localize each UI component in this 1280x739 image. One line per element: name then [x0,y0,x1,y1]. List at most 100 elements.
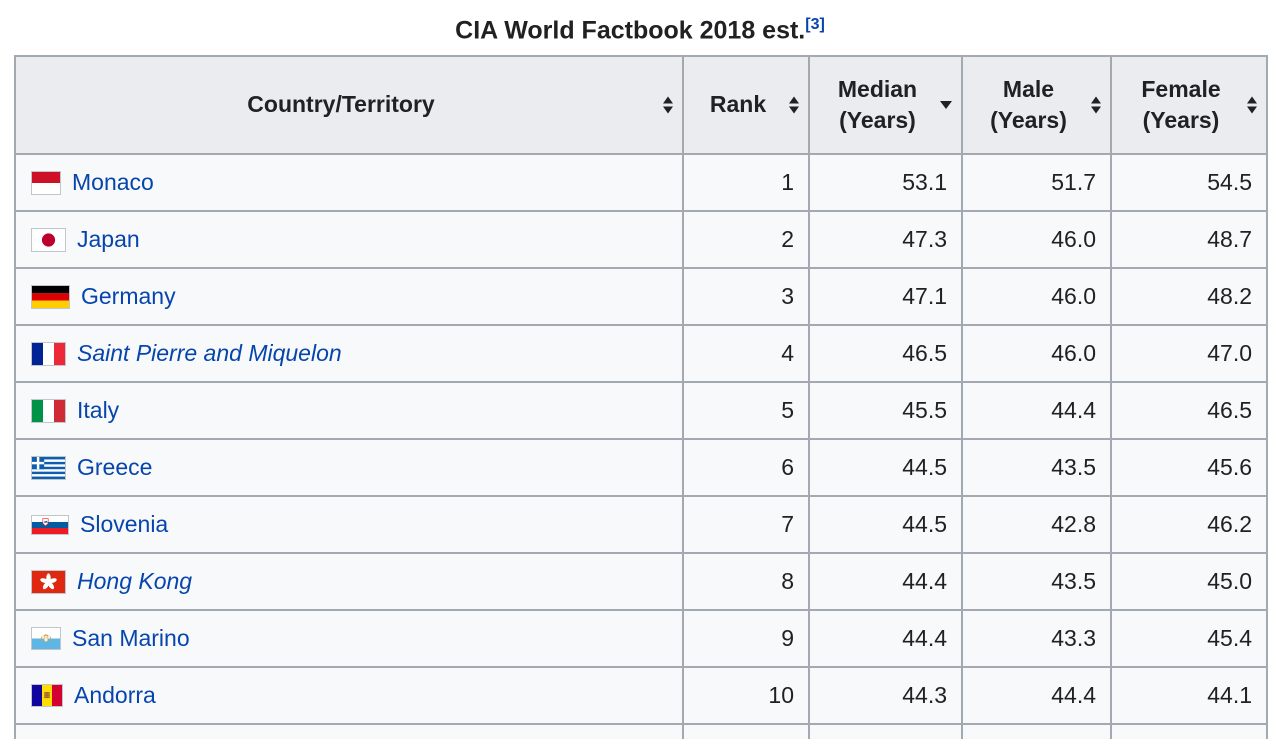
female-age-cell: 54.5 [1110,153,1268,212]
flag-greece-icon [31,455,66,480]
country-cell: San Marino [14,609,684,668]
table-row: Monaco 1 53.1 51.7 54.5 [14,153,1268,212]
male-age-cell: 43.5 [961,438,1112,497]
female-age-cell: 46.5 [1110,381,1268,440]
flag-saint-pierre-and-miquelon-icon [31,341,66,366]
female-age-cell: 45.0 [1110,552,1268,611]
table-row: Italy 5 45.5 44.4 46.5 [14,381,1268,440]
rank-cell: 6 [682,438,810,497]
country-link[interactable]: Saint Pierre and Miquelon [77,340,342,366]
sort-descending-arrow-icon [940,101,952,109]
header-row: Country/Territory Rank [14,55,1268,155]
column-header-country-territory[interactable]: Country/Territory [14,55,684,155]
column-sublabel: (Years) [1142,107,1220,133]
country-link[interactable]: Italy [77,397,120,423]
female-age-cell [1110,723,1268,739]
column-label: Female [1141,75,1221,102]
male-age-cell: 43.3 [961,609,1112,668]
country-link[interactable]: Greece [77,454,153,480]
table-row: Greece 6 44.5 43.5 45.6 [14,438,1268,497]
column-label: Male [1002,75,1055,102]
column-sublabel: (Years) [990,107,1067,133]
column-label: Rank [709,91,767,118]
median-age-cell: 47.3 [808,210,963,269]
flag-monaco-icon [31,170,61,195]
table-row: Saint Pierre and Miquelon 4 46.5 46.0 47.0 [14,324,1268,383]
rank-cell: 5 [682,381,810,440]
median-age-cell: 47.1 [808,267,963,326]
female-age-cell: 48.2 [1110,267,1268,326]
country-link[interactable]: Hong Kong [77,568,193,594]
female-age-cell: 48.7 [1110,210,1268,269]
column-header-female[interactable]: Female (Years) [1110,55,1268,155]
flag-slovenia-icon [31,514,69,535]
country-cell: Greece [14,438,684,497]
median-age-cell: 45.5 [808,381,963,440]
country-cell: Germany [14,267,684,326]
sort-both-arrows-icon [663,97,673,114]
country-cell: Italy [14,381,684,440]
median-age-cell [808,723,963,739]
median-age-table: Country/Territory Rank [14,55,1268,739]
country-link[interactable]: Slovenia [80,511,169,537]
table-row: Japan 2 47.3 46.0 48.7 [14,210,1268,269]
female-age-cell: 45.6 [1110,438,1268,497]
rank-cell: 3 [682,267,810,326]
country-cell: Slovenia [14,495,684,554]
table-row: Slovenia 7 44.5 42.8 46.2 [14,495,1268,554]
table-row: Andorra 10 44.3 44.4 44.1 [14,666,1268,725]
column-header-male[interactable]: Male (Years) [961,55,1112,155]
male-age-cell: 46.0 [961,324,1112,383]
rank-cell: 9 [682,609,810,668]
country-cell: Monaco [14,153,684,212]
sort-both-arrows-icon [1247,97,1257,114]
rank-cell [682,723,810,739]
female-age-cell: 46.2 [1110,495,1268,554]
country-cell [14,723,684,739]
sort-both-arrows-icon [1091,97,1101,114]
flag-italy-icon [31,398,66,423]
rank-cell: 10 [682,666,810,725]
country-cell: Hong Kong [14,552,684,611]
rank-cell: 2 [682,210,810,269]
column-header-rank[interactable]: Rank [682,55,810,155]
table-row: Hong Kong 8 44.4 43.5 45.0 [14,552,1268,611]
male-age-cell: 46.0 [961,267,1112,326]
male-age-cell: 43.5 [961,552,1112,611]
table-row: Germany 3 47.1 46.0 48.2 [14,267,1268,326]
column-header-median[interactable]: Median (Years) [808,55,963,155]
rank-cell: 1 [682,153,810,212]
median-age-cell: 46.5 [808,324,963,383]
country-cell: Andorra [14,666,684,725]
country-cell: Japan [14,210,684,269]
country-link[interactable]: San Marino [72,625,190,651]
flag-hong-kong-icon [31,569,66,594]
rank-cell: 4 [682,324,810,383]
column-sublabel: (Years) [839,107,916,133]
median-age-cell: 53.1 [808,153,963,212]
reference-link[interactable]: [3] [805,16,825,33]
country-cell: Saint Pierre and Miquelon [14,324,684,383]
male-age-cell: 46.0 [961,210,1112,269]
table-row: San Marino 9 44.4 43.3 45.4 [14,609,1268,668]
sort-both-arrows-icon [789,97,799,114]
flag-andorra-icon [31,684,63,707]
flag-san-marino-icon [31,627,61,650]
flag-germany-icon [31,284,70,309]
column-label: Country/Territory [247,91,435,118]
male-age-cell [961,723,1112,739]
median-age-cell: 44.3 [808,666,963,725]
country-link[interactable]: Andorra [74,682,156,708]
country-link[interactable]: Monaco [72,169,154,195]
country-link[interactable]: Germany [81,283,176,309]
flag-japan-icon [31,227,66,252]
rank-cell: 8 [682,552,810,611]
median-age-cell: 44.5 [808,495,963,554]
column-label: Median [837,75,918,102]
male-age-cell: 51.7 [961,153,1112,212]
country-link[interactable]: Japan [77,226,140,252]
female-age-cell: 45.4 [1110,609,1268,668]
female-age-cell: 44.1 [1110,666,1268,725]
table-row-partial [14,723,1268,739]
